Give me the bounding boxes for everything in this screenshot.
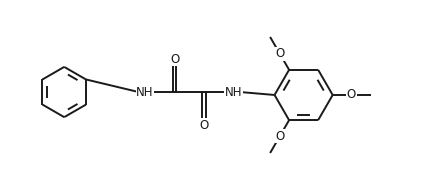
Text: O: O bbox=[170, 53, 179, 65]
Text: NH: NH bbox=[136, 85, 154, 99]
Text: O: O bbox=[347, 88, 356, 102]
Text: O: O bbox=[200, 119, 209, 131]
Text: O: O bbox=[275, 130, 285, 143]
Text: NH: NH bbox=[225, 85, 243, 99]
Text: O: O bbox=[275, 47, 285, 60]
